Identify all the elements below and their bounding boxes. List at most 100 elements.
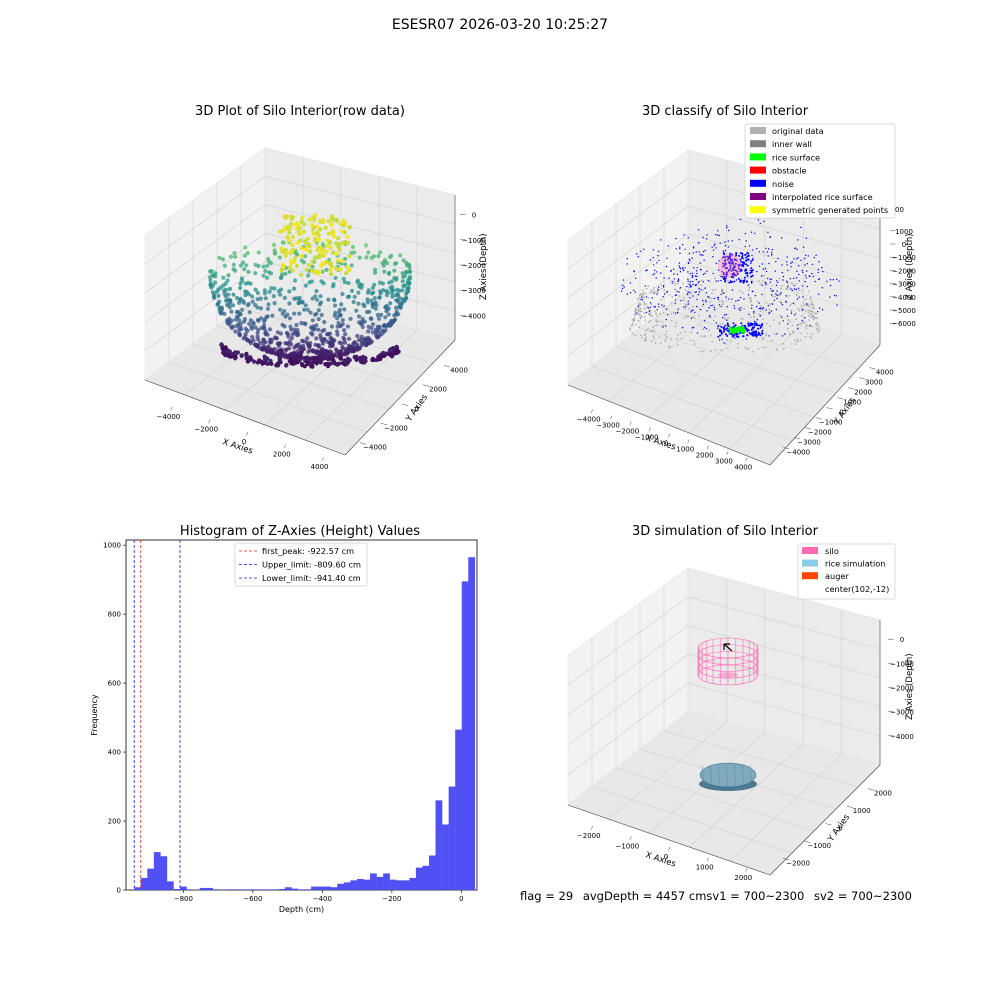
data-point [373, 306, 378, 311]
original-point [652, 305, 655, 308]
original-point [811, 333, 814, 336]
noise-point [673, 273, 675, 275]
original-point [793, 303, 796, 306]
noise-point [809, 325, 811, 327]
noise-point [801, 309, 804, 311]
y-tick-label: −1000 [819, 418, 843, 426]
data-point [292, 296, 297, 301]
noise-point [677, 278, 680, 280]
noise-point [759, 315, 762, 317]
noise-point [769, 311, 771, 314]
noise-point [689, 284, 692, 287]
noise-point [708, 296, 710, 299]
data-point [381, 350, 386, 355]
grid-line [567, 654, 689, 746]
original-point [778, 321, 781, 324]
original-point [756, 300, 759, 303]
histogram-bar [225, 889, 233, 890]
z-axis-label: Z Axies (Depth) [905, 233, 915, 300]
data-point [306, 344, 312, 350]
noise-point [699, 308, 702, 311]
data-point [382, 258, 388, 263]
data-point [250, 294, 255, 299]
data-point [318, 269, 323, 274]
data-point [278, 292, 283, 297]
x-tick-label: 0 [664, 440, 668, 448]
data-point [250, 334, 255, 340]
noise-point [667, 245, 669, 247]
data-point [313, 294, 318, 299]
data-point [237, 318, 242, 323]
noise-point [765, 309, 767, 311]
data-point [283, 347, 288, 353]
noise-point [797, 328, 799, 330]
original-point [634, 314, 636, 317]
data-point [270, 347, 275, 352]
data-point [299, 219, 304, 224]
noise-point [750, 323, 753, 326]
legend-swatch [750, 193, 766, 200]
histogram-bar [147, 868, 155, 890]
data-point [370, 322, 376, 327]
legend-label: original data [772, 126, 824, 136]
data-point [315, 224, 320, 229]
noise-point [771, 249, 774, 251]
legend-swatch [750, 153, 766, 161]
data-point [250, 299, 255, 304]
data-point [222, 291, 227, 296]
data-point [251, 338, 256, 343]
noise-point [754, 322, 756, 325]
noise-point [751, 332, 754, 335]
data-point [281, 240, 286, 245]
grid-line [567, 682, 689, 776]
noise-point [712, 249, 715, 251]
noise-point [744, 245, 746, 248]
data-point [335, 324, 340, 329]
data-point [342, 222, 348, 227]
original-point [815, 312, 817, 315]
noise-point [691, 309, 693, 312]
data-point [349, 288, 355, 293]
data-point [334, 241, 339, 246]
noise-point [793, 277, 795, 280]
data-point [371, 254, 377, 259]
noise-point [668, 277, 670, 280]
data-point [253, 271, 258, 276]
noise-point [759, 326, 762, 329]
data-point [334, 251, 339, 256]
data-point [332, 298, 337, 303]
noise-point [777, 257, 779, 260]
noise-point [728, 269, 731, 271]
original-point [665, 336, 668, 338]
data-point [341, 240, 346, 245]
noise-point [735, 333, 737, 336]
noise-point [727, 261, 730, 264]
noise-point [696, 305, 698, 308]
data-point [312, 312, 318, 317]
data-point [238, 285, 243, 290]
grid-line [144, 176, 266, 265]
histogram-bar [422, 865, 430, 890]
original-point [723, 317, 726, 320]
y-tick-label: −4000 [786, 448, 810, 456]
noise-point [748, 245, 751, 247]
noise-point [745, 253, 748, 255]
original-point [674, 284, 676, 286]
noise-point [653, 292, 655, 294]
y-tick-label: 1000 [853, 807, 871, 815]
data-point [321, 281, 326, 286]
x-tick [629, 421, 632, 426]
original-point [690, 331, 693, 334]
data-point [347, 254, 352, 259]
data-point [355, 333, 360, 339]
original-point [639, 317, 642, 320]
data-point [229, 309, 234, 314]
noise-point [731, 281, 733, 283]
rice-surface-point [730, 329, 734, 333]
noise-point [793, 258, 795, 260]
data-point [290, 215, 295, 220]
original-point [804, 298, 807, 301]
legend-box [744, 123, 896, 219]
noise-point [733, 280, 736, 283]
data-point [241, 299, 246, 304]
